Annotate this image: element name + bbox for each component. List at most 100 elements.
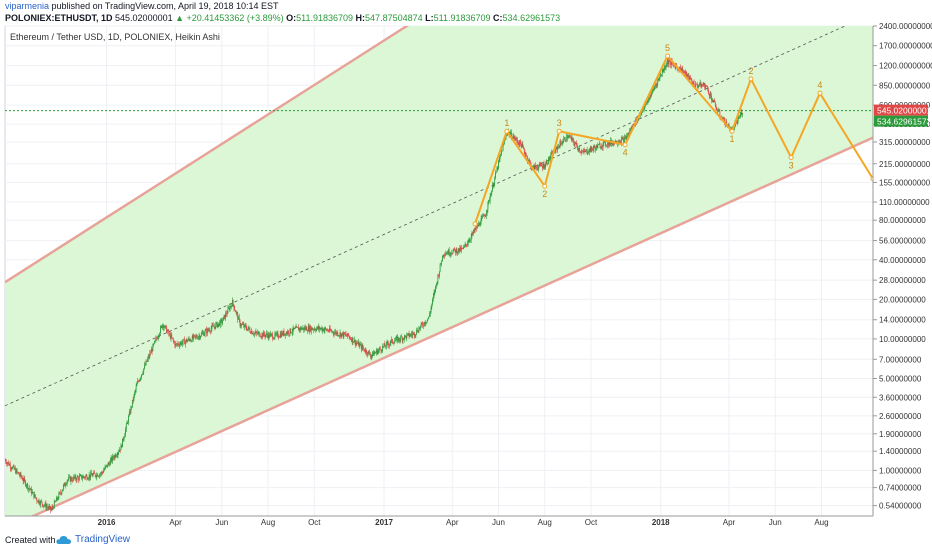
candle-body <box>568 135 570 138</box>
candle-body <box>92 474 94 477</box>
candle-body <box>429 312 431 315</box>
candle-body <box>105 466 107 467</box>
author-link[interactable]: viparmenia <box>5 1 50 11</box>
candle-body <box>705 85 707 87</box>
candle-body <box>667 59 668 64</box>
candle-body <box>160 326 162 328</box>
candle-body <box>217 324 219 328</box>
candle-body <box>586 149 587 151</box>
candle-body <box>412 333 414 336</box>
candle-body <box>29 488 31 490</box>
candle-body <box>357 342 359 344</box>
candle-body <box>15 469 17 474</box>
channel-lower-line[interactable] <box>5 136 873 529</box>
x-axis[interactable]: 2016 Apr Jun Aug Oct 2017 Apr Jun Aug Oct 2018 Apr J… <box>5 515 873 527</box>
candle-body <box>156 338 158 340</box>
candle-body <box>94 473 96 477</box>
candle-body <box>108 463 110 464</box>
candle-body <box>659 75 661 78</box>
candle-body <box>450 252 452 255</box>
candle-body <box>514 135 515 140</box>
candle-body <box>474 229 476 232</box>
y-tick-label: 110.00000000 <box>879 198 930 207</box>
candle-body <box>184 339 186 345</box>
candle-body <box>529 161 531 164</box>
candle-body <box>340 332 342 337</box>
candle-body <box>444 255 446 256</box>
candle-body <box>363 348 365 351</box>
y-tick-label: 0.74000000 <box>879 484 922 493</box>
candle-body <box>215 323 217 329</box>
candle-body <box>338 335 340 336</box>
candle-body <box>137 381 139 384</box>
candle-body <box>163 327 165 329</box>
candle-body <box>32 492 34 493</box>
tradingview-brand-link[interactable]: TradingView <box>75 534 131 545</box>
candle-body <box>665 65 667 68</box>
candle-body <box>14 468 16 470</box>
candle-body <box>447 252 449 255</box>
candle-body <box>317 326 319 329</box>
candle-body <box>574 143 576 145</box>
candle-body <box>197 337 198 339</box>
candle-body <box>391 339 393 343</box>
candle-body <box>493 183 495 187</box>
candle-body <box>518 143 520 146</box>
candle-body <box>269 333 271 337</box>
candle-body <box>670 60 672 65</box>
candle-body <box>458 248 460 252</box>
candle-body <box>84 476 86 478</box>
candle-body <box>30 488 32 490</box>
candle-body <box>189 339 191 341</box>
candle-body <box>232 300 233 307</box>
candle-body <box>249 329 251 333</box>
candle-body <box>461 247 463 249</box>
candle-body <box>362 345 364 349</box>
channel-mid-line[interactable] <box>5 13 873 407</box>
y-axis[interactable]: 0.54000000 0.74000000 1.00000000 1.40000000… <box>872 22 932 516</box>
candle-body <box>585 150 587 152</box>
channel-upper-line[interactable] <box>5 0 873 284</box>
candle-body <box>322 328 324 332</box>
candle-body <box>437 275 439 283</box>
candles <box>5 56 744 514</box>
candle-body <box>192 335 194 339</box>
candle-body <box>542 163 544 168</box>
candle-body <box>382 346 383 351</box>
candle-body <box>266 333 268 336</box>
candle-body <box>703 83 705 86</box>
candle-body <box>279 333 281 337</box>
wave-label: 5 <box>665 43 670 53</box>
symbol-name: POLONIEX:ETHUSDT, 1D <box>5 13 113 23</box>
candle-body <box>78 476 80 480</box>
candle-body <box>121 445 123 448</box>
candle-body <box>209 330 211 332</box>
low-label: L: <box>425 13 434 23</box>
candle-body <box>666 63 668 66</box>
candle-body <box>467 242 469 244</box>
candle-body <box>211 325 213 329</box>
candle-body <box>353 342 355 343</box>
candle-body <box>181 342 183 345</box>
candle-body <box>628 132 630 134</box>
close-price-tag-label: 534.62961573 <box>877 117 932 127</box>
candle-body <box>611 142 613 145</box>
candle-body <box>222 317 224 321</box>
candle-body <box>349 336 351 339</box>
candle-body <box>736 121 737 124</box>
candle-body <box>335 331 336 333</box>
candle-body <box>642 110 644 112</box>
price-chart[interactable]: 1 2 3 4 5 1 2 3 4 Ethereum / Tether USD, 1D, POL… <box>0 0 932 530</box>
x-tick-label: 2018 <box>652 518 670 527</box>
candle-body <box>401 336 402 338</box>
wave-point <box>817 90 823 96</box>
candle-body <box>693 82 695 87</box>
candle-body <box>96 474 98 478</box>
footer: Created with TradingView <box>0 530 932 550</box>
candle-body <box>36 498 38 502</box>
candle-body <box>67 479 69 481</box>
candle-body <box>138 381 139 382</box>
candle-body <box>35 497 37 499</box>
candle-body <box>663 68 665 70</box>
candle-body <box>498 160 499 169</box>
